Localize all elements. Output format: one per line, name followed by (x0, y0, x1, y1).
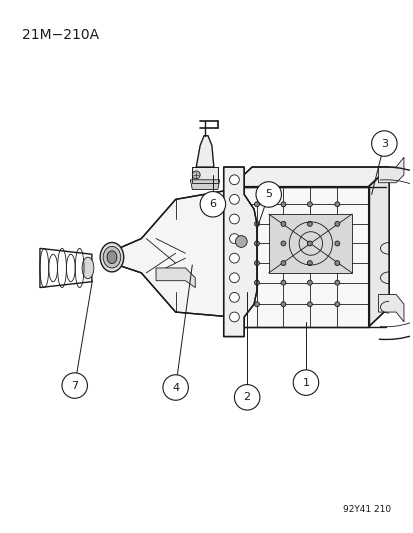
Circle shape (229, 195, 239, 204)
Circle shape (280, 221, 285, 227)
Circle shape (307, 280, 311, 285)
Polygon shape (231, 187, 368, 327)
Ellipse shape (103, 246, 121, 268)
Polygon shape (196, 136, 214, 167)
Circle shape (334, 241, 339, 246)
Polygon shape (377, 294, 403, 322)
Circle shape (162, 375, 188, 400)
Circle shape (255, 182, 281, 207)
Text: 2: 2 (243, 392, 250, 402)
Circle shape (254, 302, 259, 306)
Circle shape (254, 221, 259, 227)
Circle shape (229, 312, 239, 322)
Circle shape (229, 253, 239, 263)
Ellipse shape (82, 257, 94, 279)
Circle shape (280, 280, 285, 285)
Circle shape (234, 385, 259, 410)
Circle shape (229, 273, 239, 282)
Circle shape (307, 241, 311, 246)
Text: 3: 3 (380, 139, 387, 149)
Polygon shape (268, 214, 351, 273)
Circle shape (229, 293, 239, 302)
Polygon shape (192, 167, 217, 183)
Circle shape (235, 236, 247, 247)
Circle shape (334, 280, 339, 285)
Circle shape (254, 280, 259, 285)
Circle shape (292, 370, 318, 395)
Text: 7: 7 (71, 381, 78, 391)
Polygon shape (112, 190, 231, 317)
Circle shape (229, 175, 239, 184)
Ellipse shape (100, 243, 123, 272)
Text: 6: 6 (209, 199, 216, 209)
Polygon shape (231, 167, 388, 187)
Text: 4: 4 (172, 383, 179, 392)
Circle shape (62, 373, 87, 398)
Circle shape (254, 202, 259, 207)
Circle shape (254, 241, 259, 246)
Polygon shape (377, 157, 403, 183)
Circle shape (192, 171, 199, 179)
Circle shape (307, 221, 311, 227)
Circle shape (307, 302, 311, 306)
Text: 1: 1 (302, 377, 309, 387)
Circle shape (334, 221, 339, 227)
Ellipse shape (107, 251, 116, 263)
Text: 21M−210A: 21M−210A (22, 28, 99, 42)
Text: 5: 5 (265, 189, 272, 199)
Text: 92Y41 210: 92Y41 210 (342, 505, 390, 514)
Circle shape (229, 214, 239, 224)
Circle shape (280, 261, 285, 265)
Polygon shape (156, 268, 195, 288)
Circle shape (280, 302, 285, 306)
Circle shape (254, 261, 259, 265)
Circle shape (280, 202, 285, 207)
Circle shape (229, 233, 239, 244)
Polygon shape (368, 167, 388, 327)
Polygon shape (190, 180, 219, 190)
Circle shape (307, 202, 311, 207)
Circle shape (334, 261, 339, 265)
Circle shape (334, 302, 339, 306)
Circle shape (199, 191, 225, 217)
Circle shape (280, 241, 285, 246)
Circle shape (307, 261, 311, 265)
Circle shape (334, 202, 339, 207)
Polygon shape (223, 167, 256, 336)
Circle shape (371, 131, 396, 156)
